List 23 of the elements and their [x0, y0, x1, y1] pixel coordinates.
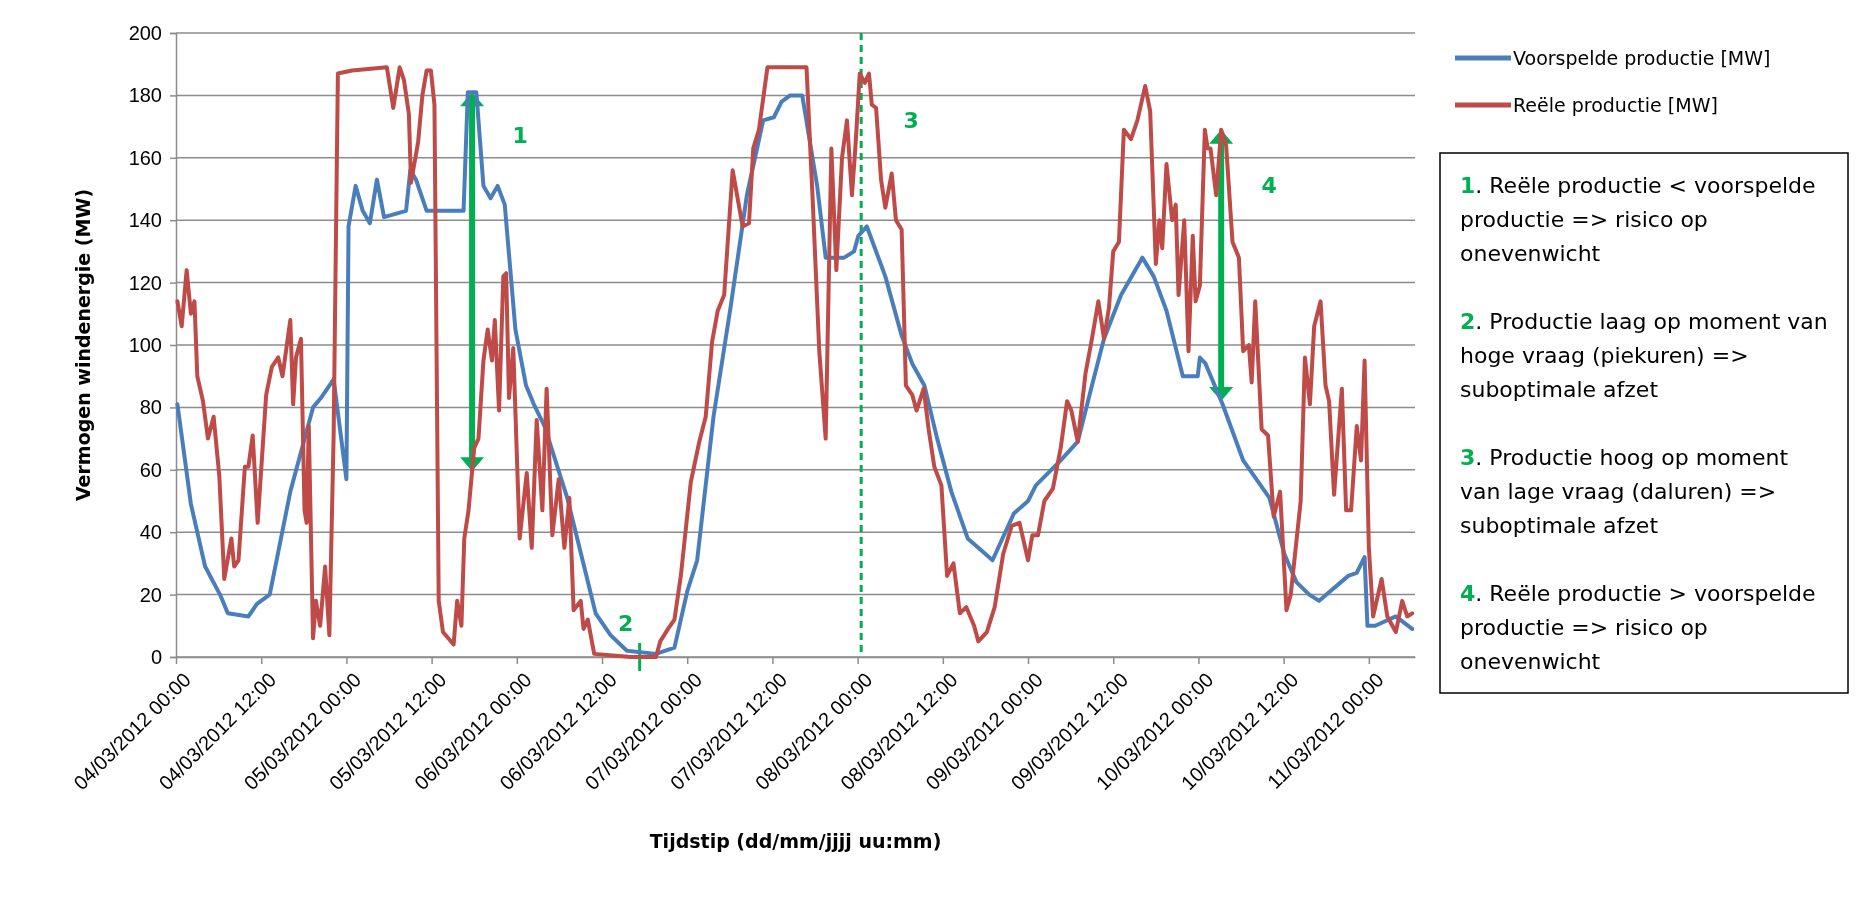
- text: 3. Productie hoog op moment van lage vraag (daluren) => suboptimale afzet: [1460, 445, 1789, 538]
- text: 1. Reële productie < voorspelde productie => risico op onevenwicht: [1460, 173, 1816, 266]
- annotation: 3: [903, 107, 919, 133]
- legend-label: Voorspelde productie [MW]: [1513, 46, 1771, 69]
- text: 2. Productie laag op moment van hoge vraag (piekuren) => suboptimale afzet: [1460, 309, 1828, 402]
- y-tick-label: 40: [139, 521, 162, 544]
- y-tick-label: 120: [128, 271, 162, 294]
- y-tick-label: 60: [139, 458, 162, 481]
- y-tick-label: 100: [128, 333, 162, 356]
- y-tick-label: 80: [139, 396, 162, 419]
- y-tick-label: 140: [128, 209, 162, 232]
- y-tick-label: 200: [128, 21, 162, 44]
- annotation: 1: [512, 123, 528, 149]
- text: 4. Reële productie > voorspelde productie => risico op onevenwicht: [1460, 581, 1816, 674]
- x-axis-title: Tijdstip (dd/mm/jjjj uu:mm): [649, 830, 942, 852]
- y-tick-label: 160: [128, 146, 162, 169]
- legend-label: Reële productie [MW]: [1513, 93, 1718, 116]
- y-tick-label: 0: [150, 645, 162, 668]
- annotation: 4: [1261, 173, 1277, 199]
- y-tick-label: 180: [128, 84, 162, 107]
- y-tick-label: 20: [139, 583, 162, 606]
- annotation: 2: [617, 610, 634, 636]
- y-axis-title: Vermogen windenergie (MW): [72, 188, 94, 502]
